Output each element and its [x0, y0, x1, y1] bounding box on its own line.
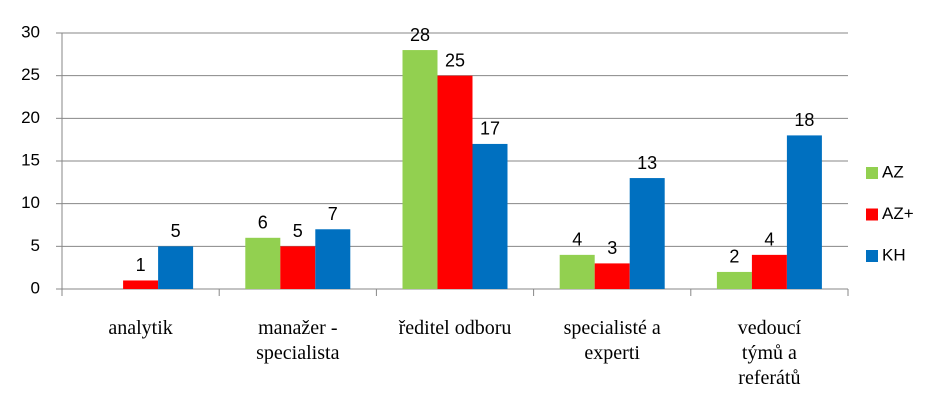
x-tick-label: manažer - specialista	[256, 317, 340, 364]
x-tick-label: vedoucí týmů a referátů	[737, 317, 802, 389]
data-label: 25	[445, 50, 465, 70]
bar	[402, 50, 438, 289]
y-tick-label: 15	[21, 150, 40, 169]
data-label: 28	[410, 25, 430, 45]
bar	[437, 75, 473, 290]
legend-label: AZ	[882, 162, 904, 181]
bar	[123, 280, 159, 289]
bar	[751, 254, 787, 289]
y-tick-label: 30	[21, 22, 40, 41]
bar	[472, 143, 508, 289]
x-tick-label: ředitel odboru	[398, 317, 512, 339]
legend-swatch	[866, 167, 878, 179]
data-label: 3	[607, 238, 617, 258]
legend-swatch	[866, 208, 878, 221]
data-label: 17	[480, 119, 500, 139]
y-tick-label: 5	[31, 236, 40, 255]
y-tick-label: 0	[31, 278, 40, 297]
x-tick-label: specialisté a experti	[563, 317, 661, 364]
bar	[786, 135, 822, 289]
bar	[594, 263, 630, 289]
data-label: 4	[572, 230, 582, 250]
bar	[158, 246, 194, 289]
legend-label: KH	[882, 245, 906, 264]
data-label: 1	[136, 255, 146, 275]
bar	[559, 254, 595, 289]
x-tick-label: analytik	[108, 317, 173, 339]
bar	[629, 178, 665, 289]
bar	[716, 271, 752, 289]
data-label: 7	[328, 204, 338, 224]
data-label: 4	[764, 230, 774, 250]
legend-swatch	[866, 250, 878, 262]
data-label: 5	[293, 221, 303, 241]
bar	[280, 246, 316, 289]
data-label: 2	[729, 247, 739, 267]
y-tick-label: 10	[21, 193, 40, 212]
bar	[315, 229, 351, 289]
y-tick-label: 25	[21, 65, 40, 84]
bar	[245, 237, 281, 289]
y-tick-label: 20	[21, 108, 40, 127]
data-label: 13	[637, 153, 657, 173]
data-label: 5	[171, 221, 181, 241]
data-label: 6	[258, 213, 268, 233]
data-label: 18	[794, 110, 814, 130]
legend-label: AZ+	[882, 204, 914, 223]
